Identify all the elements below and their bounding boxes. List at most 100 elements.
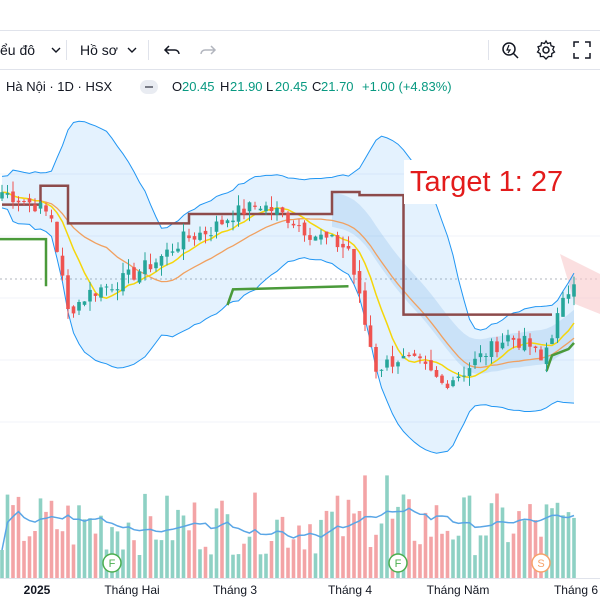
volume-bar xyxy=(368,547,373,578)
candle-body xyxy=(181,231,186,250)
volume-bar xyxy=(71,544,76,578)
event-marker xyxy=(388,553,408,573)
volume-bar xyxy=(60,531,65,578)
volume-bar xyxy=(456,535,461,578)
candle-body xyxy=(11,191,15,203)
candle-body xyxy=(429,360,433,371)
volume-bar xyxy=(489,503,494,578)
volume-bar xyxy=(11,505,15,578)
candle-body xyxy=(176,248,180,252)
candle-body xyxy=(313,236,318,241)
candle-body xyxy=(258,208,263,211)
undo-icon[interactable] xyxy=(160,38,184,62)
volume-bar xyxy=(159,540,164,578)
support-line xyxy=(545,342,575,372)
candle-body xyxy=(104,286,109,288)
candle-body xyxy=(368,325,373,347)
volume-bar xyxy=(374,534,378,578)
candle-body xyxy=(220,219,224,225)
candle-body xyxy=(319,234,323,240)
support-line xyxy=(226,285,349,306)
candle-body xyxy=(60,255,65,276)
event-marker-label: F xyxy=(395,558,402,570)
volume-bar xyxy=(506,542,510,578)
candle-body xyxy=(506,335,510,342)
candle-body xyxy=(242,208,246,215)
candle-body xyxy=(357,271,362,294)
target-annotation: Target 1: 27 xyxy=(404,160,600,204)
volume-bar xyxy=(247,536,252,578)
chart-type-menu[interactable]: ểu đô xyxy=(0,42,36,58)
x-axis-label: 2025 xyxy=(23,583,51,597)
candle-body xyxy=(0,192,4,199)
volume-bar xyxy=(55,529,59,578)
volume-bar xyxy=(379,523,384,578)
candle-body xyxy=(203,230,208,235)
high-value: 21.90 xyxy=(230,79,263,94)
quick-search-icon[interactable] xyxy=(498,38,522,62)
candle-body xyxy=(352,249,356,275)
candle-body xyxy=(16,200,21,203)
volume-bar xyxy=(418,544,422,578)
volume-bar xyxy=(99,515,103,578)
volume-bar xyxy=(528,504,532,578)
candle-body xyxy=(511,337,516,340)
volume-bar xyxy=(286,547,290,578)
volume-bar xyxy=(313,553,318,578)
candle-body xyxy=(88,289,92,302)
candle-body xyxy=(55,221,59,252)
change-value: +1.00 (+4.83%) xyxy=(362,79,452,94)
volume-bar xyxy=(77,505,81,578)
volume-bar xyxy=(275,519,279,578)
candle-body xyxy=(110,289,114,291)
candle-body xyxy=(462,375,466,377)
candle-body xyxy=(269,207,274,212)
volume-bar xyxy=(22,540,26,578)
volume-bar xyxy=(555,502,560,578)
candle-body xyxy=(528,338,532,347)
event-marker-label: S xyxy=(537,558,544,570)
chevron-down-icon[interactable] xyxy=(120,38,144,62)
close-value: 21.70 xyxy=(321,79,354,94)
volume-bar xyxy=(319,519,323,578)
gear-icon[interactable] xyxy=(534,38,558,62)
bollinger-upper xyxy=(1,120,575,331)
more-options-icon[interactable] xyxy=(140,80,158,94)
chevron-down-icon[interactable] xyxy=(44,38,68,62)
x-axis-label: Tháng 6 xyxy=(553,583,599,597)
candle-body xyxy=(33,204,37,212)
symbol-title[interactable]: Hà Nội · 1D · HSX xyxy=(6,79,113,94)
candle-body xyxy=(44,205,48,212)
candle-body xyxy=(572,284,576,297)
chart-legend: Hà Nội · 1D · HSX O 20.45 H 21.90 L 20.4… xyxy=(0,70,600,104)
candles xyxy=(0,181,576,390)
volume-bar xyxy=(291,539,296,578)
candle-body xyxy=(533,346,538,348)
volume-bar xyxy=(121,549,125,578)
candle-body xyxy=(555,313,560,339)
volume-bar xyxy=(511,533,516,578)
volume-bar xyxy=(110,527,114,578)
redo-icon[interactable] xyxy=(196,38,220,62)
volume-bar xyxy=(209,554,213,578)
candle-body xyxy=(440,375,444,383)
candle-body xyxy=(363,290,367,325)
candle-body xyxy=(324,231,329,238)
candle-body xyxy=(291,223,296,226)
candle-body xyxy=(456,376,461,378)
volume-bar xyxy=(242,543,246,578)
fullscreen-icon[interactable] xyxy=(570,38,594,62)
candle-body xyxy=(27,198,32,203)
volume-bar xyxy=(544,504,549,578)
candle-body xyxy=(49,215,54,219)
candle-body xyxy=(495,341,499,353)
candle-body xyxy=(143,260,147,275)
volume-bar xyxy=(236,554,241,578)
template-menu[interactable]: Hồ sơ xyxy=(80,42,118,58)
candle-body xyxy=(132,267,136,280)
candle-body xyxy=(407,354,411,357)
volume-bar xyxy=(187,530,191,578)
toolbar-divider xyxy=(488,40,489,60)
volume-bar xyxy=(495,493,499,578)
